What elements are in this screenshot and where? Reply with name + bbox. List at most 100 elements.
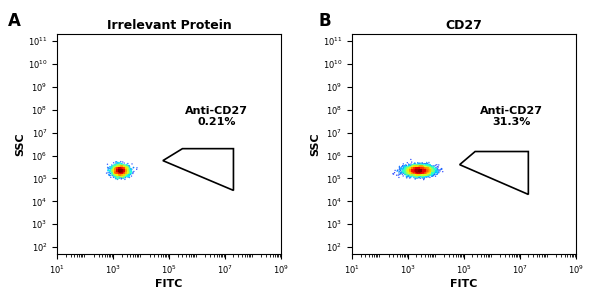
Point	[117, 167, 126, 171]
Point	[412, 166, 421, 171]
Point	[419, 172, 429, 177]
Point	[417, 167, 427, 172]
Point	[111, 164, 120, 169]
Point	[415, 164, 425, 169]
Point	[411, 169, 420, 174]
Point	[115, 167, 124, 172]
Point	[412, 165, 422, 170]
Point	[124, 169, 133, 173]
Point	[414, 164, 423, 169]
Point	[411, 168, 420, 173]
Point	[428, 167, 438, 172]
Point	[112, 167, 122, 172]
Point	[411, 170, 420, 175]
Point	[123, 170, 133, 175]
Point	[409, 167, 419, 171]
Point	[416, 169, 425, 174]
Point	[428, 167, 438, 172]
Point	[113, 167, 123, 172]
Point	[424, 169, 434, 174]
Point	[120, 170, 130, 175]
Point	[419, 172, 429, 176]
Point	[402, 169, 411, 174]
Point	[419, 167, 429, 172]
Point	[117, 164, 127, 169]
Point	[414, 171, 424, 176]
Point	[417, 171, 427, 176]
Point	[406, 168, 416, 173]
Point	[403, 167, 413, 172]
Point	[411, 170, 420, 175]
Point	[416, 167, 426, 171]
Point	[427, 174, 436, 178]
Point	[412, 174, 422, 178]
Point	[415, 170, 425, 175]
Point	[414, 165, 424, 170]
Point	[114, 162, 124, 167]
Point	[419, 170, 429, 175]
Point	[427, 169, 437, 174]
Point	[415, 167, 424, 171]
Point	[114, 168, 123, 173]
Point	[414, 170, 424, 175]
Point	[411, 173, 420, 178]
Point	[121, 172, 130, 177]
Point	[405, 169, 415, 174]
Point	[406, 172, 416, 177]
Point	[418, 167, 428, 172]
Point	[416, 169, 426, 174]
Point	[409, 173, 419, 178]
Point	[411, 165, 421, 170]
Point	[411, 171, 421, 176]
Point	[118, 168, 127, 172]
Point	[412, 165, 422, 170]
Point	[411, 171, 421, 176]
Point	[406, 170, 416, 175]
Point	[407, 168, 416, 173]
Point	[114, 167, 123, 172]
Point	[419, 166, 429, 170]
Point	[402, 168, 412, 173]
Point	[416, 168, 425, 173]
Point	[111, 167, 120, 172]
Point	[413, 173, 422, 178]
Point	[431, 163, 440, 168]
Point	[421, 168, 430, 173]
Point	[419, 167, 429, 171]
Point	[418, 167, 427, 172]
Point	[415, 166, 424, 171]
Point	[416, 166, 425, 171]
Point	[110, 168, 120, 173]
Point	[112, 169, 122, 173]
Point	[409, 171, 418, 176]
Point	[412, 166, 422, 171]
Point	[412, 166, 421, 170]
Point	[416, 166, 426, 170]
Point	[113, 175, 123, 180]
Point	[122, 167, 131, 171]
Point	[115, 165, 124, 170]
Point	[415, 167, 424, 172]
Point	[397, 166, 407, 171]
Point	[409, 167, 418, 172]
Point	[428, 168, 437, 173]
Point	[411, 169, 421, 174]
Point	[399, 167, 409, 171]
Point	[127, 167, 137, 172]
Point	[406, 172, 415, 177]
Point	[424, 170, 433, 175]
Point	[397, 166, 406, 171]
Point	[399, 169, 408, 174]
Point	[116, 168, 126, 173]
Point	[403, 166, 413, 171]
Point	[113, 169, 123, 174]
Point	[419, 172, 429, 176]
Point	[421, 166, 430, 171]
Point	[405, 172, 414, 177]
Point	[410, 166, 419, 170]
Point	[109, 164, 119, 169]
Point	[415, 170, 425, 175]
Point	[420, 169, 430, 174]
Point	[420, 166, 430, 171]
Point	[414, 167, 423, 172]
